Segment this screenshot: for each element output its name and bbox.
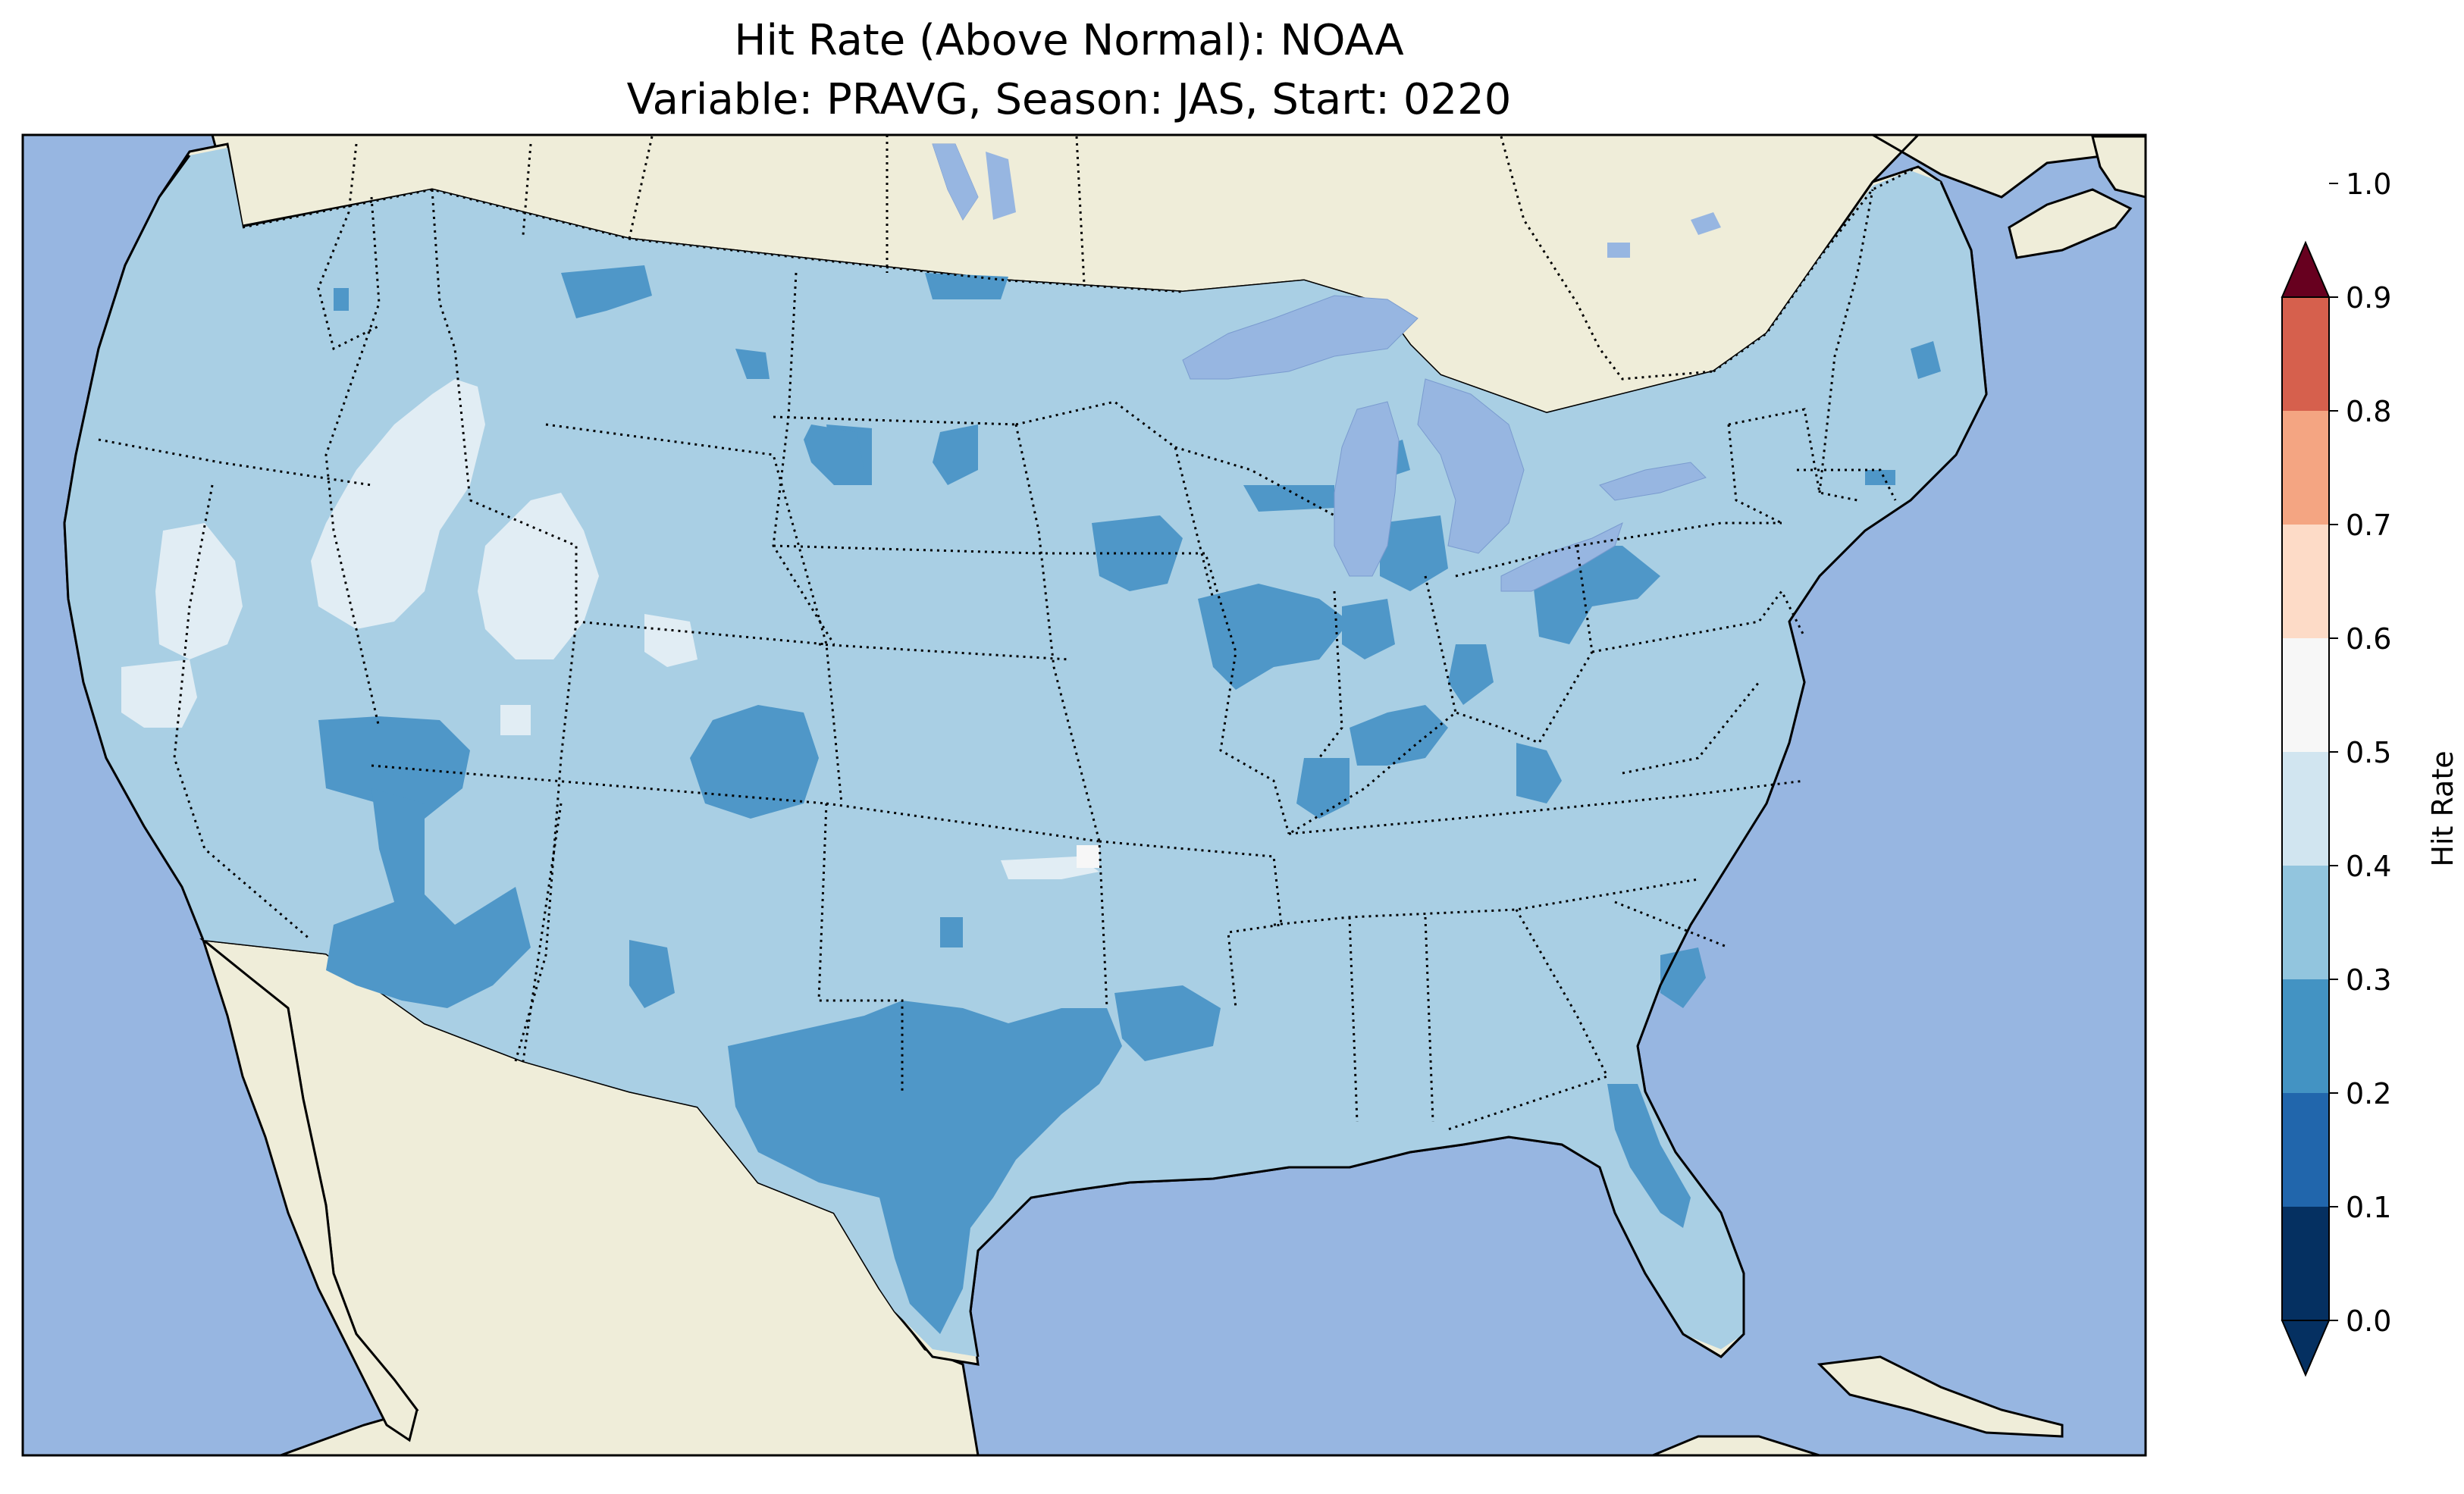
title-line2: Variable: PRAVG, Season: JAS, Start: 022…	[627, 75, 1512, 124]
colorbar-tick-label: 0.1	[2346, 1191, 2391, 1224]
title-line1: Hit Rate (Above Normal): NOAA	[734, 16, 1403, 65]
lake-michigan	[1334, 401, 1400, 577]
land-nova-scotia	[2008, 188, 2133, 259]
colorbar-label: Hit Rate	[2426, 750, 2459, 866]
colorbar-tick-label: 0.9	[2346, 281, 2391, 315]
state-borders	[98, 135, 1919, 1131]
map-panel	[21, 133, 2147, 1457]
colorbar-bin	[2282, 411, 2329, 525]
colorbar-bin	[2282, 979, 2329, 1093]
data-bin-0.2-0.3	[318, 265, 1941, 1334]
data-bin-0.4-0.5	[121, 379, 1099, 879]
map-frame	[21, 133, 2147, 1457]
colorbar-tick-label: 0.5	[2346, 736, 2391, 769]
colorbar-bin	[2282, 1207, 2329, 1320]
land-baja	[201, 936, 419, 1442]
lake-superior	[1182, 295, 1419, 380]
colorbar-tick-label: 0.7	[2346, 509, 2391, 542]
colorbar-tick-label: 0.4	[2346, 850, 2391, 883]
colorbar-tick-label: 0.2	[2346, 1077, 2391, 1110]
colorbar-tick-label: 0.6	[2346, 622, 2391, 656]
colorbar: 0.0 0.1 0.2 0.3 0.4 0.5 0.6 0.7 0.8 0.9 1.0 Hit Rat…	[2281, 168, 2459, 1377]
colorbar-bin	[2282, 297, 2329, 411]
land-cuba	[1817, 1355, 2064, 1438]
lake-ontario	[1599, 462, 1707, 501]
colorbar-tick-label: 0.3	[2346, 963, 2391, 997]
colorbar-tick-label: 0.0	[2346, 1305, 2391, 1338]
colorbar-extend-max	[2281, 240, 2331, 298]
lake-erie	[1500, 522, 1623, 592]
colorbar-tick-label: 0.8	[2346, 395, 2391, 428]
colorbar-bin	[2282, 866, 2329, 979]
colorbar-bin	[2282, 752, 2329, 866]
canadian-lakes	[933, 144, 1721, 258]
colorbar-bin	[2282, 525, 2329, 638]
lake-huron	[1417, 378, 1525, 554]
colorbar-tick-label: 1.0	[2346, 168, 2391, 201]
coastline	[63, 155, 1988, 1358]
colorbar-bin	[2282, 638, 2329, 752]
data-bin-0.5-0.6	[1077, 845, 1099, 868]
land-bottom-strip	[1652, 1435, 1820, 1455]
land-newfoundland	[2091, 135, 2146, 199]
colorbar-bin	[2282, 1093, 2329, 1207]
colorbar-extend-min	[2281, 1320, 2331, 1377]
colorbar-frame	[2281, 296, 2330, 1321]
